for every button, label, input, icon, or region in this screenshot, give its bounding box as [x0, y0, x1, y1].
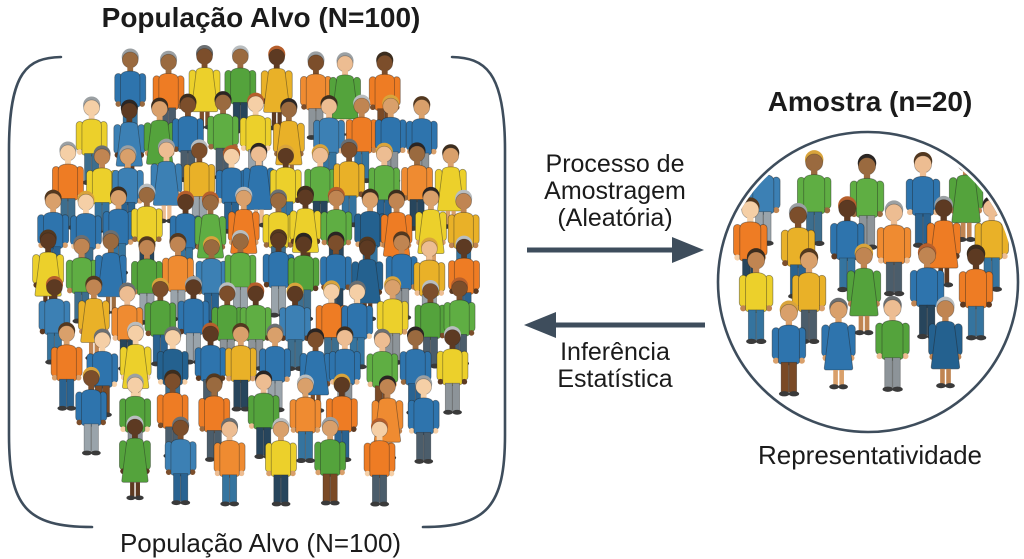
population-title: População Alvo (N=100)	[101, 2, 421, 33]
sampling-arrow-icon	[527, 237, 704, 263]
population-crowd	[32, 44, 481, 508]
statistical-inference-label: Inferência Estatística	[513, 339, 717, 393]
sampling-process-label: Processo de Amostragem (Aleatória)	[513, 151, 717, 232]
sample-title: Amostra (n=20)	[767, 86, 973, 117]
sampling-process-line: Processo de	[545, 150, 685, 178]
sampling-process-line: (Aleatória)	[557, 204, 673, 232]
statistical-inference-line: Estatística	[557, 365, 673, 393]
statistical-inference-line: Inferência	[560, 338, 670, 366]
inference-arrow-icon	[524, 312, 705, 338]
population-caption: População Alvo (N=100)	[119, 528, 402, 558]
population-bracket-left	[7, 55, 94, 529]
population-bracket-right	[421, 55, 507, 529]
representativeness-label: Representatividade	[757, 440, 983, 470]
sampling-process-line: Amostragem	[544, 177, 686, 205]
